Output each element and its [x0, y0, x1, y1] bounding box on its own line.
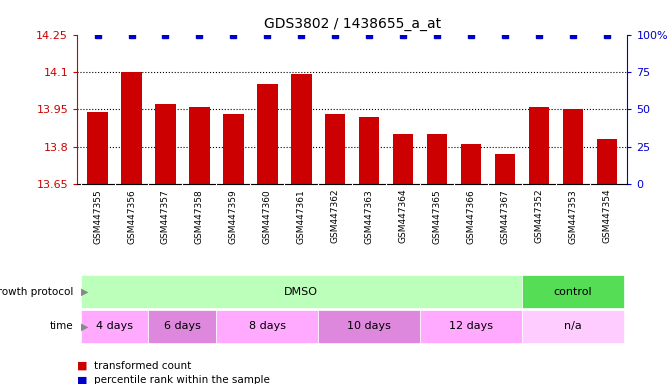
Text: GSM447358: GSM447358 — [195, 189, 204, 243]
Text: GSM447355: GSM447355 — [93, 189, 102, 243]
Text: control: control — [554, 287, 592, 297]
Text: 4 days: 4 days — [96, 321, 133, 331]
Text: ■: ■ — [77, 361, 88, 371]
Bar — [597, 139, 617, 184]
Text: n/a: n/a — [564, 321, 582, 331]
Bar — [87, 112, 108, 184]
Bar — [223, 114, 244, 184]
Text: DMSO: DMSO — [285, 287, 318, 297]
Text: GSM447366: GSM447366 — [466, 189, 476, 243]
Text: GSM447352: GSM447352 — [535, 189, 544, 243]
Text: ▶: ▶ — [81, 287, 88, 297]
Text: GSM447367: GSM447367 — [501, 189, 509, 243]
Text: growth protocol: growth protocol — [0, 287, 74, 297]
Bar — [81, 275, 522, 308]
Bar — [359, 117, 379, 184]
Bar — [81, 310, 148, 343]
Bar — [522, 310, 624, 343]
Bar — [217, 310, 318, 343]
Text: time: time — [50, 321, 74, 331]
Text: GSM447354: GSM447354 — [603, 189, 611, 243]
Bar — [427, 134, 448, 184]
Text: GSM447360: GSM447360 — [263, 189, 272, 243]
Text: GSM447363: GSM447363 — [365, 189, 374, 243]
Bar — [529, 107, 550, 184]
Text: GSM447365: GSM447365 — [433, 189, 442, 243]
Text: 12 days: 12 days — [449, 321, 493, 331]
Bar — [257, 84, 278, 184]
Text: 10 days: 10 days — [348, 321, 391, 331]
Text: GSM447353: GSM447353 — [568, 189, 578, 243]
Text: GSM447362: GSM447362 — [331, 189, 340, 243]
Bar — [155, 104, 176, 184]
Bar — [522, 275, 624, 308]
Title: GDS3802 / 1438655_a_at: GDS3802 / 1438655_a_at — [264, 17, 441, 31]
Text: transformed count: transformed count — [94, 361, 191, 371]
Text: GSM447357: GSM447357 — [161, 189, 170, 243]
Bar — [495, 154, 515, 184]
Bar — [189, 107, 209, 184]
Bar — [461, 144, 481, 184]
Bar — [393, 134, 413, 184]
Bar — [291, 74, 311, 184]
Text: GSM447361: GSM447361 — [297, 189, 306, 243]
Text: GSM447364: GSM447364 — [399, 189, 408, 243]
Text: 8 days: 8 days — [249, 321, 286, 331]
Bar — [318, 310, 420, 343]
Text: ■: ■ — [77, 375, 88, 384]
Text: ▶: ▶ — [81, 321, 88, 331]
Text: GSM447359: GSM447359 — [229, 189, 238, 243]
Bar — [121, 72, 142, 184]
Bar — [325, 114, 346, 184]
Text: 6 days: 6 days — [164, 321, 201, 331]
Bar — [420, 310, 522, 343]
Text: GSM447356: GSM447356 — [127, 189, 136, 243]
Bar — [148, 310, 217, 343]
Bar — [563, 109, 583, 184]
Text: percentile rank within the sample: percentile rank within the sample — [94, 375, 270, 384]
